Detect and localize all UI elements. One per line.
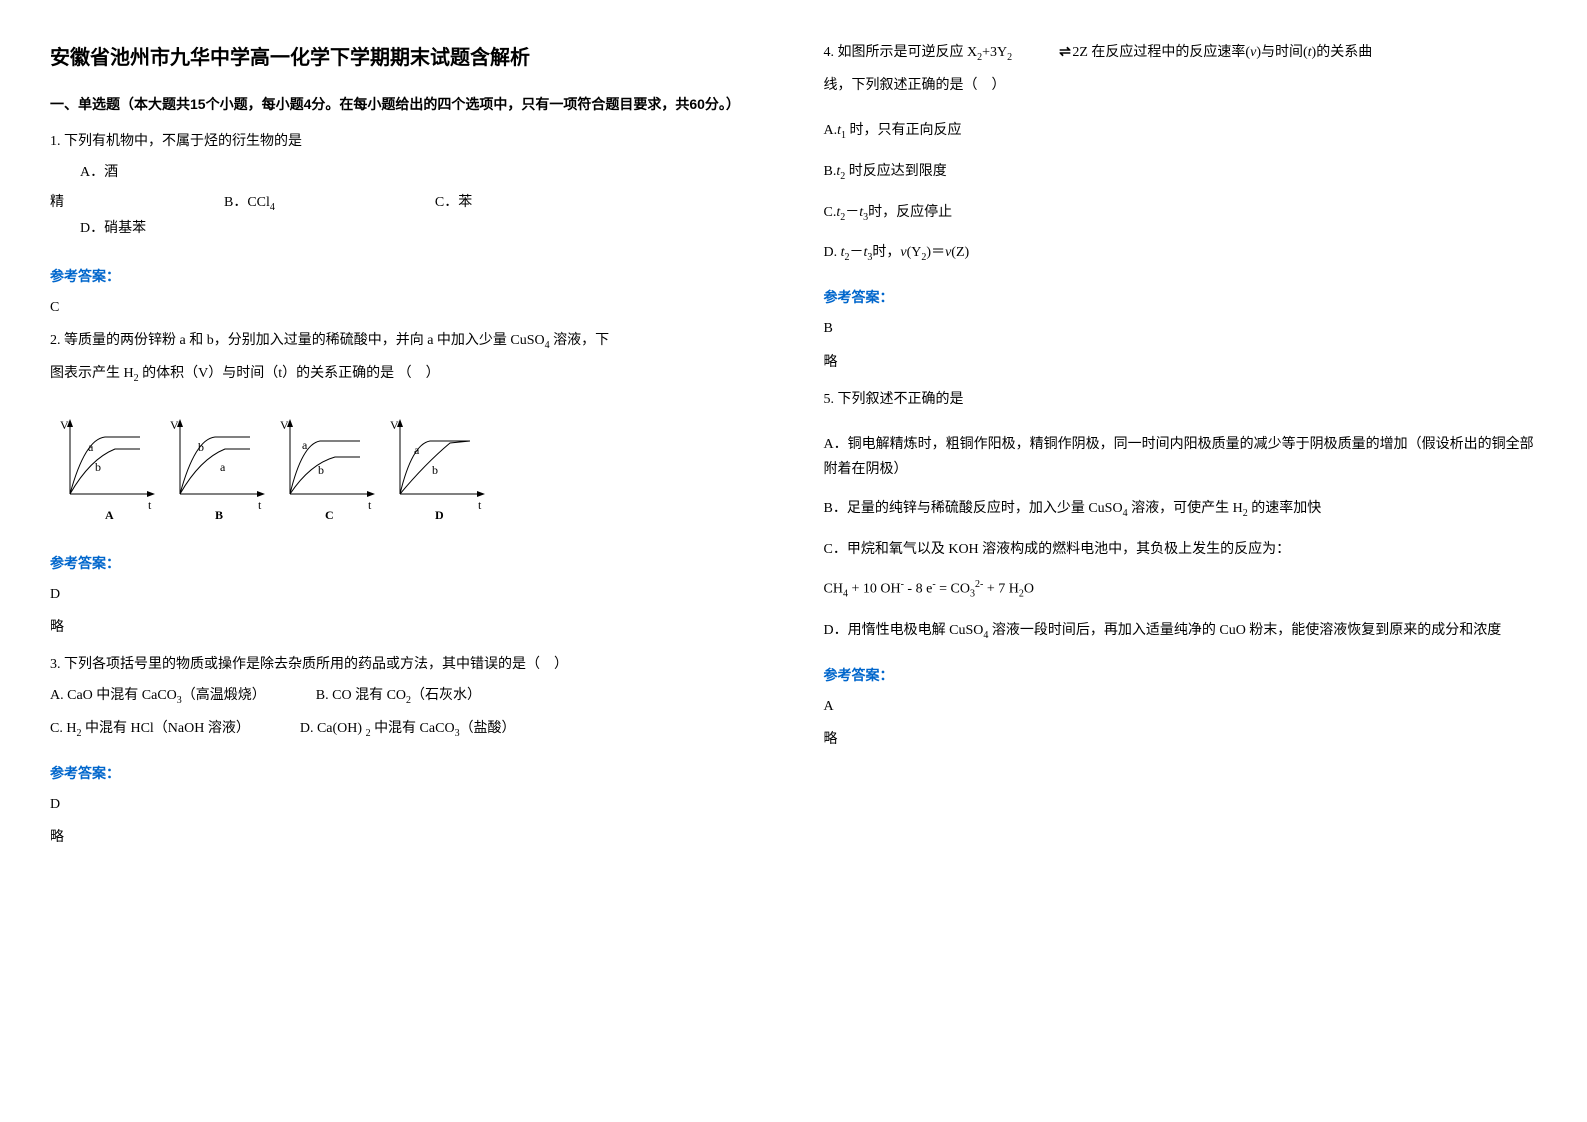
q4-note: 略 bbox=[824, 350, 1538, 375]
equilibrium-arrow-icon: ⇌ bbox=[1059, 40, 1069, 65]
q4-optC: C.t2－t3时，反应停止 bbox=[824, 200, 1538, 227]
graph-svg: V t a b A V t b a B bbox=[50, 414, 490, 524]
answer-label-5: 参考答案： bbox=[824, 663, 1538, 688]
q2-diagram: V t a b A V t b a B bbox=[50, 414, 764, 533]
q5-note: 略 bbox=[824, 727, 1538, 752]
question-5: 5. 下列叙述不正确的是 A．铜电解精炼时，粗铜作阳极，精铜作阴极，同一时间内阳… bbox=[824, 387, 1538, 645]
svg-text:b: b bbox=[198, 440, 204, 454]
svg-text:b: b bbox=[432, 463, 438, 477]
svg-text:B: B bbox=[215, 508, 223, 522]
answer-label-3: 参考答案： bbox=[50, 761, 764, 786]
svg-text:t: t bbox=[258, 498, 262, 512]
q3-note: 略 bbox=[50, 825, 764, 850]
left-column: 安徽省池州市九华中学高一化学下学期期末试题含解析 一、单选题（本大题共15个小题… bbox=[50, 40, 764, 1082]
q1-optA: A．酒 bbox=[80, 160, 764, 185]
svg-text:a: a bbox=[302, 438, 308, 452]
svg-text:a: a bbox=[414, 443, 420, 457]
q1-options-row: 精 B．CCl4 C．苯 bbox=[50, 190, 764, 217]
question-4: 4. 如图所示是可逆反应 X2+3Y2 ⇌ 2Z 在反应过程中的反应速率(v)与… bbox=[824, 40, 1538, 267]
q5-optC-eq: CH4 + 10 OH- - 8 e- = CO32- + 7 H2O bbox=[824, 576, 1538, 603]
q3-text: 3. 下列各项括号里的物质或操作是除去杂质所用的药品或方法，其中错误的是（ ） bbox=[50, 652, 764, 677]
q5-optC: C．甲烷和氧气以及 KOH 溶液构成的燃料电池中，其负极上发生的反应为： bbox=[824, 537, 1538, 562]
question-2: 2. 等质量的两份锌粉 a 和 b，分别加入过量的稀硫酸中，并向 a 中加入少量… bbox=[50, 328, 764, 394]
svg-text:a: a bbox=[88, 440, 94, 454]
q2-text-line1: 2. 等质量的两份锌粉 a 和 b，分别加入过量的稀硫酸中，并向 a 中加入少量… bbox=[50, 328, 764, 355]
question-3: 3. 下列各项括号里的物质或操作是除去杂质所用的药品或方法，其中错误的是（ ） … bbox=[50, 652, 764, 743]
q3-optA: A. CaO 中混有 CaCO3（高温煅烧） bbox=[50, 683, 266, 710]
q5-text: 5. 下列叙述不正确的是 bbox=[824, 387, 1538, 412]
q1-optC: C．苯 bbox=[435, 190, 472, 217]
svg-text:C: C bbox=[325, 508, 334, 522]
q3-row2: C. H2 中混有 HCl（NaOH 溶液） D. Ca(OH) 2 中混有 C… bbox=[50, 716, 764, 743]
svg-text:V: V bbox=[390, 418, 399, 432]
q4-optD: D. t2－t3时，v(Y2)＝v(Z) bbox=[824, 240, 1538, 267]
q3-answer: D bbox=[50, 792, 764, 817]
page-title: 安徽省池州市九华中学高一化学下学期期末试题含解析 bbox=[50, 40, 764, 76]
q4-optB: B.t2 时反应达到限度 bbox=[824, 159, 1538, 186]
svg-text:t: t bbox=[148, 498, 152, 512]
q4-optA: A.t1 时，只有正向反应 bbox=[824, 118, 1538, 145]
q1-answer: C bbox=[50, 295, 764, 320]
svg-text:A: A bbox=[105, 508, 114, 522]
svg-text:t: t bbox=[478, 498, 482, 512]
q2-answer: D bbox=[50, 582, 764, 607]
q4-text-line1: 4. 如图所示是可逆反应 X2+3Y2 ⇌ 2Z 在反应过程中的反应速率(v)与… bbox=[824, 40, 1538, 67]
q1-optB: B．CCl4 bbox=[224, 190, 275, 217]
q4-text-line2: 线，下列叙述正确的是（ ） bbox=[824, 73, 1538, 98]
q4-answer: B bbox=[824, 316, 1538, 341]
svg-text:V: V bbox=[170, 418, 179, 432]
svg-text:V: V bbox=[60, 418, 69, 432]
svg-text:a: a bbox=[220, 460, 226, 474]
answer-label-4: 参考答案： bbox=[824, 285, 1538, 310]
q2-note: 略 bbox=[50, 615, 764, 640]
q1-text: 1. 下列有机物中，不属于烃的衍生物的是 bbox=[50, 129, 764, 154]
q5-optD: D．用惰性电极电解 CuSO4 溶液一段时间后，再加入适量纯净的 CuO 粉末，… bbox=[824, 618, 1538, 645]
svg-text:t: t bbox=[368, 498, 372, 512]
q1-optD: D．硝基苯 bbox=[80, 216, 764, 241]
q5-optB: B．足量的纯锌与稀硫酸反应时，加入少量 CuSO4 溶液，可使产生 H2 的速率… bbox=[824, 496, 1538, 523]
svg-text:b: b bbox=[95, 460, 101, 474]
right-column: 4. 如图所示是可逆反应 X2+3Y2 ⇌ 2Z 在反应过程中的反应速率(v)与… bbox=[824, 40, 1538, 1082]
q3-optB: B. CO 混有 CO2（石灰水） bbox=[316, 683, 481, 710]
q5-optA: A．铜电解精炼时，粗铜作阳极，精铜作阴极，同一时间内阳极质量的减少等于阴极质量的… bbox=[824, 432, 1538, 482]
answer-label-2: 参考答案： bbox=[50, 551, 764, 576]
q3-row1: A. CaO 中混有 CaCO3（高温煅烧） B. CO 混有 CO2（石灰水） bbox=[50, 683, 764, 710]
q1-optA-cont: 精 bbox=[50, 190, 64, 217]
q3-optD: D. Ca(OH) 2 中混有 CaCO3（盐酸） bbox=[300, 716, 516, 743]
svg-text:b: b bbox=[318, 463, 324, 477]
section-header: 一、单选题（本大题共15个小题，每小题4分。在每小题给出的四个选项中，只有一项符… bbox=[50, 92, 764, 117]
answer-label-1: 参考答案： bbox=[50, 264, 764, 289]
question-1: 1. 下列有机物中，不属于烃的衍生物的是 A．酒 精 B．CCl4 C．苯 D．… bbox=[50, 129, 764, 245]
svg-text:D: D bbox=[435, 508, 444, 522]
q3-optC: C. H2 中混有 HCl（NaOH 溶液） bbox=[50, 716, 250, 743]
q5-answer: A bbox=[824, 694, 1538, 719]
q2-text-line2: 图表示产生 H2 的体积（V）与时间（t）的关系正确的是 （ ） bbox=[50, 361, 764, 388]
svg-text:V: V bbox=[280, 418, 289, 432]
